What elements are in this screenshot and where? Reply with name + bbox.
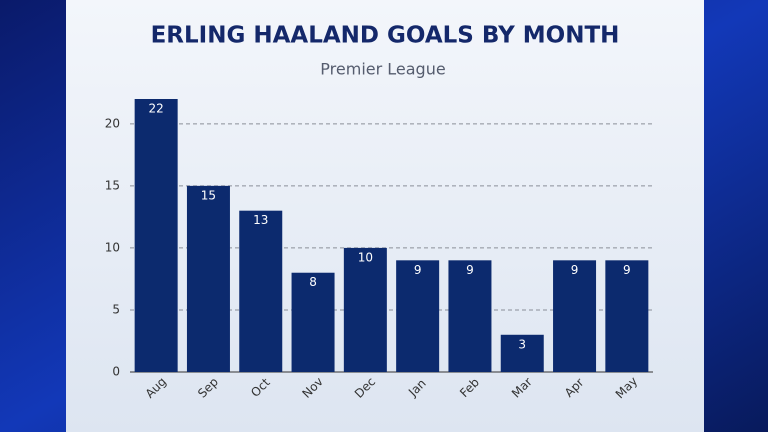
bar	[448, 260, 492, 372]
value-label: 3	[518, 337, 526, 351]
bar	[396, 260, 440, 372]
bar	[186, 185, 230, 372]
chart-subtitle: Premier League	[320, 60, 445, 79]
value-label: 10	[358, 250, 373, 264]
value-label: 9	[571, 263, 579, 277]
bar	[500, 334, 544, 372]
value-label: 9	[466, 263, 474, 277]
value-label: 22	[149, 102, 164, 116]
bar	[291, 272, 335, 372]
bar	[605, 260, 649, 372]
bar	[343, 247, 387, 372]
value-label: 8	[309, 275, 317, 289]
bar	[553, 260, 597, 372]
value-label: 9	[623, 263, 631, 277]
y-tick-label: 20	[105, 116, 120, 130]
chart-title: ERLING HAALAND GOALS BY MONTH	[151, 23, 620, 49]
value-label: 15	[201, 188, 216, 202]
bar	[134, 99, 178, 372]
value-label: 13	[253, 213, 268, 227]
y-tick-label: 10	[105, 240, 120, 254]
y-tick-label: 5	[112, 302, 120, 316]
y-tick-label: 0	[112, 365, 120, 379]
bar	[239, 210, 283, 372]
y-tick-label: 15	[105, 178, 120, 192]
value-label: 9	[414, 263, 422, 277]
